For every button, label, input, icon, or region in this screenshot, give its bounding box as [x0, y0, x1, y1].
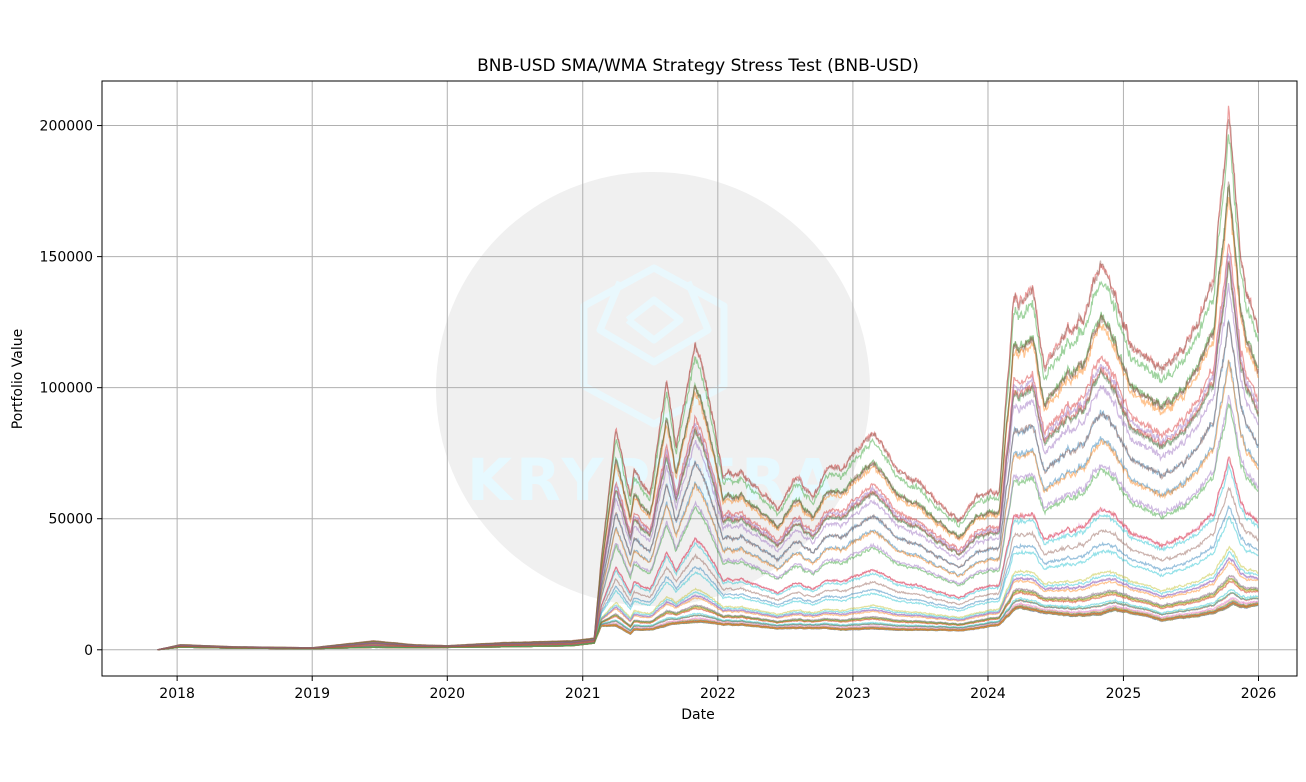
- x-tick-label: 2019: [294, 686, 330, 702]
- series-line: [157, 591, 1259, 651]
- series-line: [157, 602, 1259, 651]
- series-line: [157, 560, 1259, 651]
- series-line: [157, 318, 1259, 651]
- series-line: [157, 243, 1259, 651]
- series-line: [157, 183, 1259, 651]
- x-tick-label: 2022: [700, 686, 736, 702]
- series-line: [157, 557, 1259, 651]
- y-tick-label: 50000: [48, 512, 93, 528]
- watermark-circle: [436, 172, 870, 606]
- series-line: [157, 134, 1259, 651]
- series-line: [157, 252, 1259, 651]
- y-axis-label: Portfolio Value: [10, 329, 26, 430]
- watermark-text: KRYPTERA: [467, 446, 839, 514]
- series-line: [157, 603, 1259, 651]
- y-tick-label: 100000: [40, 381, 93, 397]
- series-line: [157, 602, 1259, 651]
- x-tick-label: 2023: [835, 686, 871, 702]
- series-line: [157, 359, 1259, 651]
- series-line: [157, 602, 1259, 651]
- series-line: [157, 588, 1259, 651]
- series-line: [157, 602, 1259, 651]
- series-line: [157, 260, 1259, 651]
- series-line: [157, 283, 1259, 651]
- series-line: [157, 576, 1259, 651]
- series-line: [157, 457, 1259, 651]
- series-line: [157, 600, 1259, 651]
- series-line: [157, 602, 1259, 651]
- series-line: [157, 601, 1259, 651]
- series-line: [157, 486, 1259, 651]
- series-line: [157, 603, 1259, 651]
- y-axis: 0 50000 100000 150000 200000: [40, 119, 102, 659]
- series-line: [157, 592, 1259, 651]
- series-line: [157, 403, 1259, 651]
- series-line: [157, 603, 1259, 651]
- series-line: [157, 591, 1259, 651]
- x-tick-label: 2021: [565, 686, 601, 702]
- series-line: [157, 321, 1259, 651]
- series-line: [157, 119, 1259, 651]
- axes-frame: [101, 80, 1298, 677]
- series-line: [157, 456, 1259, 651]
- watermark: KRYPTERA: [436, 172, 870, 606]
- y-tick-label: 200000: [40, 119, 93, 135]
- series-line: [157, 360, 1259, 651]
- series-line: [157, 599, 1259, 651]
- series-line: [157, 580, 1259, 651]
- series-line: [157, 550, 1259, 651]
- series-line: [157, 557, 1259, 651]
- series-line: [157, 577, 1259, 651]
- series-line: [157, 579, 1259, 651]
- x-axis-label: Date: [681, 707, 714, 723]
- y-tick-label: 150000: [40, 250, 93, 266]
- series-line: [157, 545, 1259, 651]
- series-line: [157, 597, 1259, 651]
- series-line: [157, 462, 1259, 651]
- series-line: [157, 105, 1259, 651]
- series-line: [157, 262, 1259, 651]
- series-line: [157, 505, 1259, 651]
- series-line: [157, 196, 1259, 651]
- x-tick-label: 2020: [429, 686, 465, 702]
- series-line: [157, 259, 1259, 651]
- series-line: [157, 603, 1259, 651]
- series-line: [157, 597, 1259, 651]
- chart-title: BNB-USD SMA/WMA Strategy Stress Test (BN…: [477, 56, 919, 76]
- x-tick-label: 2026: [1241, 686, 1277, 702]
- grid: [102, 81, 1297, 676]
- x-tick-label: 2018: [159, 686, 195, 702]
- series-line: [157, 187, 1259, 651]
- x-axis: 2018 2019 2020 2021 2022 2023 2024 2025 2026: [159, 676, 1276, 702]
- series-line: [157, 515, 1259, 651]
- watermark-logo-icon: [580, 264, 728, 428]
- y-tick-label: 0: [84, 643, 93, 659]
- series-line: [157, 601, 1259, 651]
- series-line: [157, 394, 1259, 651]
- series-line: [157, 574, 1259, 651]
- series-layer: [157, 105, 1259, 651]
- x-tick-label: 2025: [1106, 686, 1142, 702]
- series-line: [157, 599, 1259, 651]
- series-line: [157, 181, 1259, 651]
- series-line: [157, 574, 1259, 651]
- x-tick-label: 2024: [970, 686, 1006, 702]
